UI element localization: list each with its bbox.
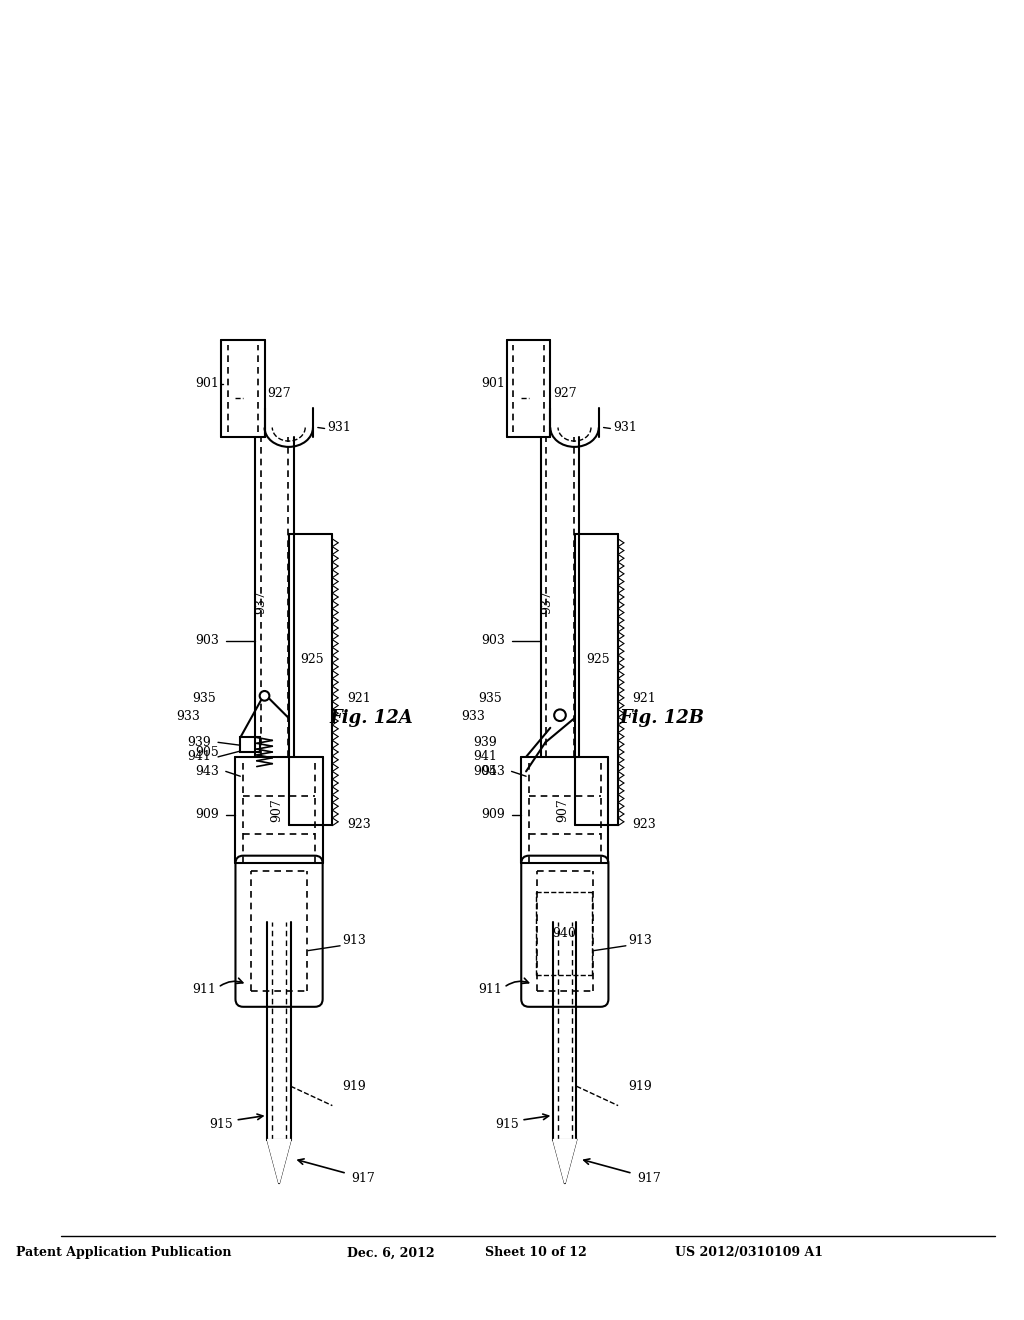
Text: US 2012/0310109 A1: US 2012/0310109 A1 [675,1246,823,1259]
Text: 917: 917 [351,1172,376,1185]
Text: Fig. 12A: Fig. 12A [329,709,413,727]
Text: 923: 923 [633,818,656,832]
Text: 905: 905 [473,764,497,777]
Text: 935: 935 [478,692,502,705]
Text: 933: 933 [176,710,200,722]
Text: 909: 909 [196,808,219,821]
Text: 915: 915 [209,1118,232,1131]
Text: Dec. 6, 2012: Dec. 6, 2012 [347,1246,434,1259]
Text: Sheet 10 of 12: Sheet 10 of 12 [485,1246,587,1259]
Text: 931: 931 [328,421,351,434]
Text: 923: 923 [347,818,371,832]
Text: 921: 921 [633,692,656,705]
Polygon shape [267,1139,291,1183]
Text: 905: 905 [196,746,219,759]
Text: 917: 917 [638,1172,662,1185]
Text: 919: 919 [628,1080,651,1093]
Text: 931: 931 [613,421,637,434]
Text: 903: 903 [196,634,219,647]
Text: 941: 941 [473,750,497,763]
Text: 941: 941 [187,750,211,763]
Text: 939: 939 [473,735,497,748]
Text: 901: 901 [481,378,505,391]
Text: 909: 909 [481,808,505,821]
Text: 933: 933 [462,710,485,722]
Text: 937: 937 [540,590,553,614]
Text: 921: 921 [347,692,371,705]
Text: 940: 940 [552,927,575,940]
Text: 907: 907 [556,799,569,822]
Text: 911: 911 [193,983,216,995]
Text: 937: 937 [254,590,267,614]
Text: 903: 903 [481,634,505,647]
Text: 919: 919 [342,1080,366,1093]
Text: 907: 907 [270,799,284,822]
Text: 943: 943 [196,764,219,777]
Text: 901: 901 [196,378,219,391]
Bar [241,738,260,752]
Text: 935: 935 [193,692,216,705]
Text: 925: 925 [586,653,609,667]
Text: 911: 911 [478,983,502,995]
Text: Patent Application Publication: Patent Application Publication [16,1246,231,1259]
Circle shape [554,709,566,721]
Text: 915: 915 [495,1118,518,1131]
Text: 943: 943 [481,764,505,777]
Text: 925: 925 [300,653,324,667]
Text: Fig. 12B: Fig. 12B [620,709,705,727]
Text: 913: 913 [628,935,651,948]
Text: 927: 927 [267,387,291,400]
Polygon shape [553,1139,577,1183]
Text: 939: 939 [187,735,211,748]
Text: 927: 927 [553,387,577,400]
Text: 913: 913 [342,935,366,948]
Circle shape [260,690,269,701]
